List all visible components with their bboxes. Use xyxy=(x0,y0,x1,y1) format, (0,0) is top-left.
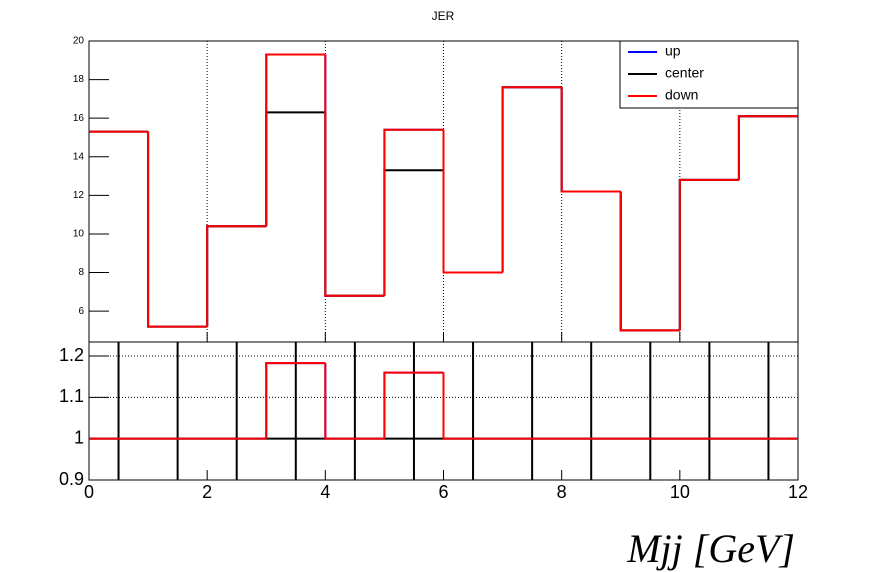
histogram-step xyxy=(560,87,621,193)
histogram-step xyxy=(442,129,503,274)
histogram-step xyxy=(383,371,444,439)
histogram-step xyxy=(206,225,267,327)
y-tick-label: 18 xyxy=(73,74,85,85)
histogram-step xyxy=(324,54,385,297)
x-tick-label: 6 xyxy=(438,482,448,502)
histogram-step xyxy=(383,128,444,296)
y-tick-label: 1 xyxy=(74,427,84,447)
histogram-step xyxy=(501,86,562,273)
histogram-step xyxy=(265,111,326,227)
y-tick-label: 14 xyxy=(73,151,85,162)
histogram-step xyxy=(265,362,326,439)
y-tick-label: 20 xyxy=(73,36,85,47)
y-tick-label: 10 xyxy=(73,229,85,240)
y-tick-label: 1.2 xyxy=(59,345,84,365)
histogram-step xyxy=(324,54,385,297)
y-tick-label: 16 xyxy=(73,113,85,124)
y-tick-label: 0.9 xyxy=(59,469,84,489)
histogram-step xyxy=(501,86,562,273)
y-tick-label: 8 xyxy=(78,267,84,278)
histogram-step xyxy=(737,115,798,180)
legend-label: center xyxy=(665,65,704,81)
histogram-step xyxy=(678,178,739,331)
histogram-step xyxy=(265,53,326,227)
histogram-step xyxy=(206,225,267,327)
histogram-step xyxy=(324,363,385,440)
histogram-step xyxy=(619,191,680,332)
histogram-step xyxy=(383,169,444,296)
x-tick-label: 4 xyxy=(320,482,330,502)
chart-title: JER xyxy=(432,9,455,23)
histogram-step xyxy=(147,131,208,328)
histogram-step xyxy=(442,170,503,274)
x-tick-label: 8 xyxy=(557,482,567,502)
histogram-step xyxy=(442,372,503,440)
histogram-step xyxy=(619,191,680,332)
x-axis-label: Mjj [GeV] xyxy=(626,526,795,571)
legend-label: down xyxy=(665,87,698,103)
x-tick-label: 0 xyxy=(84,482,94,502)
histogram-step xyxy=(206,225,267,327)
x-tick-label: 12 xyxy=(788,482,808,502)
histogram-step xyxy=(501,86,562,273)
histogram-step xyxy=(678,178,739,331)
histogram-step xyxy=(560,87,621,193)
y-tick-label: 6 xyxy=(78,306,84,317)
histogram-step xyxy=(442,129,503,274)
histogram-step xyxy=(737,115,798,180)
histogram-step xyxy=(619,191,680,332)
histogram-step xyxy=(383,128,444,296)
x-tick-label: 10 xyxy=(670,482,690,502)
histogram-step xyxy=(147,131,208,328)
histogram-step xyxy=(147,131,208,328)
histogram-step xyxy=(737,115,798,180)
y-tick-label: 1.1 xyxy=(59,386,84,406)
histogram-step xyxy=(560,87,621,193)
histogram-step xyxy=(324,112,385,297)
legend-label: up xyxy=(665,43,681,59)
histogram-step xyxy=(265,53,326,227)
x-tick-label: 2 xyxy=(202,482,212,502)
histogram-step xyxy=(678,178,739,331)
y-tick-label: 12 xyxy=(73,190,85,201)
